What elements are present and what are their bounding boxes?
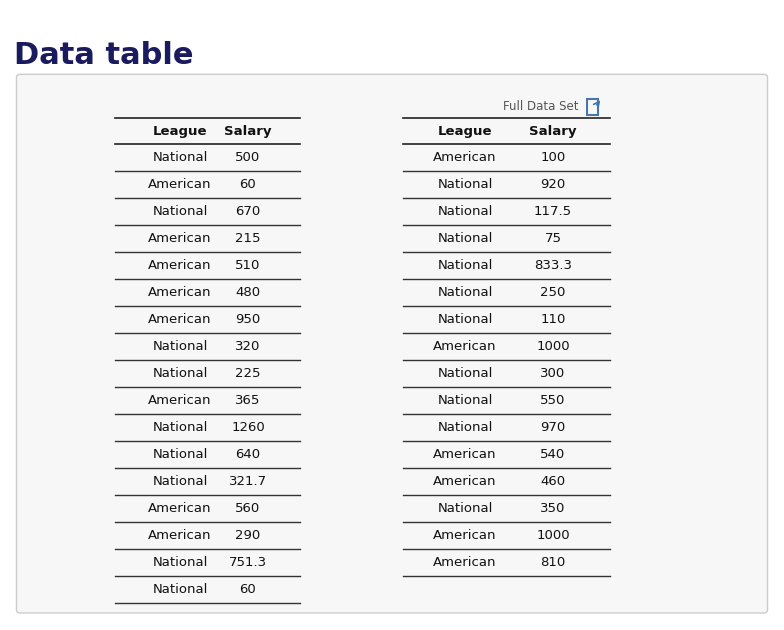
Text: 640: 640	[235, 448, 260, 461]
Text: National: National	[152, 583, 208, 596]
Text: American: American	[434, 556, 497, 569]
Text: 510: 510	[235, 259, 261, 272]
Text: American: American	[434, 529, 497, 542]
Text: American: American	[434, 475, 497, 488]
Text: Salary: Salary	[529, 125, 577, 137]
Text: American: American	[148, 286, 212, 299]
Text: National: National	[437, 502, 492, 515]
Text: Full Data Set: Full Data Set	[503, 101, 579, 113]
Text: 320: 320	[235, 340, 261, 353]
Text: National: National	[437, 367, 492, 380]
Text: National: National	[437, 313, 492, 326]
Text: American: American	[434, 151, 497, 164]
Text: 225: 225	[235, 367, 261, 380]
Text: 550: 550	[540, 394, 566, 407]
Text: National: National	[152, 151, 208, 164]
Text: National: National	[437, 421, 492, 434]
Text: 920: 920	[540, 178, 565, 191]
Text: National: National	[437, 205, 492, 218]
Text: 117.5: 117.5	[534, 205, 572, 218]
Text: 60: 60	[240, 178, 256, 191]
Text: American: American	[148, 502, 212, 515]
Text: National: National	[437, 394, 492, 407]
Text: 751.3: 751.3	[229, 556, 267, 569]
Text: 365: 365	[235, 394, 261, 407]
Text: 321.7: 321.7	[229, 475, 267, 488]
Text: 970: 970	[540, 421, 565, 434]
Text: 250: 250	[540, 286, 566, 299]
Text: National: National	[437, 259, 492, 272]
Text: National: National	[152, 205, 208, 218]
Text: National: National	[152, 475, 208, 488]
Text: National: National	[152, 556, 208, 569]
Text: 810: 810	[540, 556, 565, 569]
Text: 1000: 1000	[536, 529, 570, 542]
Text: National: National	[437, 232, 492, 245]
Text: 1000: 1000	[536, 340, 570, 353]
Text: National: National	[437, 178, 492, 191]
Text: 215: 215	[235, 232, 261, 245]
Text: 670: 670	[235, 205, 260, 218]
Text: League: League	[437, 125, 492, 137]
Text: 75: 75	[545, 232, 561, 245]
Text: American: American	[148, 259, 212, 272]
Text: 560: 560	[235, 502, 260, 515]
Text: 350: 350	[540, 502, 566, 515]
Text: 950: 950	[235, 313, 260, 326]
Text: 100: 100	[540, 151, 565, 164]
Text: National: National	[152, 340, 208, 353]
Text: 300: 300	[540, 367, 565, 380]
Text: Salary: Salary	[224, 125, 272, 137]
Text: 500: 500	[235, 151, 260, 164]
Text: 460: 460	[540, 475, 565, 488]
Text: American: American	[148, 313, 212, 326]
Text: 290: 290	[235, 529, 260, 542]
Text: American: American	[148, 529, 212, 542]
Text: 110: 110	[540, 313, 566, 326]
Text: American: American	[434, 340, 497, 353]
Text: League: League	[153, 125, 207, 137]
Text: National: National	[437, 286, 492, 299]
Text: 540: 540	[540, 448, 565, 461]
Text: American: American	[148, 394, 212, 407]
Text: 833.3: 833.3	[534, 259, 572, 272]
Text: 1260: 1260	[231, 421, 265, 434]
Text: National: National	[152, 421, 208, 434]
Text: National: National	[152, 448, 208, 461]
Text: Data table: Data table	[14, 41, 194, 70]
Text: American: American	[148, 178, 212, 191]
Text: American: American	[148, 232, 212, 245]
Text: American: American	[434, 448, 497, 461]
Text: National: National	[152, 367, 208, 380]
Text: 60: 60	[240, 583, 256, 596]
Text: 480: 480	[235, 286, 260, 299]
